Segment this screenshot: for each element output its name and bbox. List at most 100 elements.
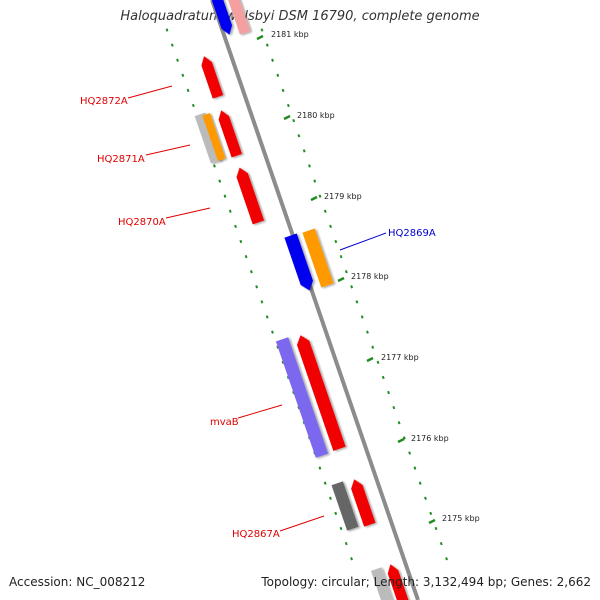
- genome-summary-text: Topology: circular; Length: 3,132,494 bp…: [261, 575, 591, 589]
- gene-orange[interactable]: [302, 228, 334, 288]
- gene-label-hq2872a[interactable]: HQ2872A: [80, 96, 128, 107]
- gene-hq2869a[interactable]: [284, 233, 315, 292]
- leader-line-hq2869a: [339, 232, 387, 251]
- tick-label-2180: 2180 kbp: [297, 111, 335, 120]
- ruler-major-tick: [283, 114, 291, 121]
- ruler-dash: [350, 557, 353, 561]
- ruler-dash: [344, 541, 348, 546]
- genome-title: Haloquadratum walsbyi DSM 16790, complet…: [120, 9, 480, 24]
- ruler-dash: [334, 511, 338, 516]
- ruler-dash: [181, 73, 185, 77]
- gene-hq2872a[interactable]: [199, 54, 224, 99]
- ruler-dash: [218, 179, 222, 183]
- ruler-dash: [292, 118, 296, 123]
- ruler-major-tick: [428, 518, 436, 525]
- gene-pink-top[interactable]: [225, 0, 251, 35]
- ruler-dash: [271, 330, 274, 334]
- ruler-dash: [376, 360, 380, 364]
- gene-label-hq2870a[interactable]: HQ2870A: [118, 217, 166, 228]
- ruler-dash: [418, 481, 422, 485]
- ruler-dash: [223, 194, 227, 198]
- gene-label-hq2871a[interactable]: HQ2871A: [97, 154, 145, 165]
- ruler-dash: [213, 164, 216, 168]
- leader-line-hq2871a: [145, 144, 191, 156]
- ruler-dash: [392, 406, 396, 410]
- ruler-dash: [286, 103, 290, 108]
- ruler-dash: [366, 330, 369, 334]
- leader-line-mvab: [237, 404, 283, 419]
- tick-label-2176: 2176 kbp: [411, 434, 449, 443]
- right-ruler: [256, 28, 448, 561]
- ruler-dash: [402, 436, 406, 440]
- ruler-dash: [191, 103, 195, 108]
- ruler-dash: [434, 526, 438, 531]
- gene-mvab[interactable]: [275, 337, 329, 458]
- ruler-dash: [265, 315, 269, 319]
- left-ruler: [165, 28, 353, 561]
- ruler-dash: [424, 496, 427, 500]
- ruler-dash: [323, 481, 327, 485]
- ruler-dash: [265, 43, 269, 47]
- tick-label-2181: 2181 kbp: [271, 30, 309, 39]
- ruler-dash: [381, 375, 385, 380]
- gene-features: [194, 0, 411, 600]
- ruler-dash: [355, 300, 359, 304]
- ruler-dash: [302, 149, 306, 153]
- genome-backbone: [210, 0, 420, 600]
- gene-orange-small[interactable]: [202, 113, 226, 161]
- ruler-dash: [371, 345, 375, 349]
- ruler-dash: [271, 58, 274, 62]
- ruler-dash: [339, 526, 343, 531]
- gene-labels: HQ2872A HQ2871A HQ2870A HQ2869A mvaB HQ2…: [80, 85, 436, 540]
- tick-label-2179: 2179 kbp: [324, 192, 362, 201]
- tick-label-2177: 2177 kbp: [381, 353, 419, 362]
- ruler-dash: [429, 511, 433, 516]
- ruler-dash: [360, 315, 364, 319]
- ruler-dash: [260, 28, 264, 32]
- gene-hq2871a[interactable]: [216, 109, 242, 158]
- ruler-dash: [387, 390, 390, 395]
- ruler-dash: [445, 557, 448, 561]
- ruler-major-tick: [397, 437, 405, 444]
- ruler-dash: [344, 270, 348, 274]
- ruler-major-tick: [337, 276, 345, 283]
- ruler-dash: [318, 194, 322, 198]
- ruler-dash: [228, 209, 232, 213]
- gene-label-hq2869a[interactable]: HQ2869A: [388, 228, 436, 239]
- ruler-dash: [239, 239, 243, 244]
- ruler-dash: [186, 88, 190, 93]
- ruler-dash: [276, 345, 280, 349]
- ruler-dash: [350, 285, 354, 289]
- ruler-dash: [165, 28, 169, 32]
- ruler-dash: [318, 466, 322, 470]
- leader-line-hq2872a: [127, 85, 173, 99]
- ruler-dash: [260, 300, 264, 304]
- ruler-dash: [313, 179, 317, 183]
- gene-hq2867a[interactable]: [349, 477, 376, 527]
- gene-red-large[interactable]: [294, 333, 346, 451]
- ruler-dash: [297, 134, 301, 138]
- accession-text: Accession: NC_008212: [9, 575, 146, 589]
- ruler-dash: [234, 224, 237, 229]
- leader-line-hq2867a: [279, 515, 325, 532]
- ruler-dash: [334, 239, 338, 244]
- gene-gray[interactable]: [331, 481, 359, 531]
- ruler-dash: [276, 73, 280, 77]
- gene-label-mvab[interactable]: mvaB: [210, 417, 239, 428]
- gene-blue-top[interactable]: [209, 0, 234, 37]
- ruler-dash: [176, 58, 179, 62]
- ruler-dash: [281, 88, 285, 93]
- ruler-dash: [323, 209, 327, 213]
- gene-label-hq2867a[interactable]: HQ2867A: [232, 529, 280, 540]
- gene-hq2870a[interactable]: [234, 166, 265, 225]
- tick-label-2178: 2178 kbp: [351, 272, 389, 281]
- ruler-dash: [413, 466, 417, 470]
- ruler-dash: [170, 43, 174, 47]
- ruler-dash: [281, 360, 285, 364]
- gene-red-bottom[interactable]: [385, 562, 411, 600]
- tick-label-2175: 2175 kbp: [442, 514, 480, 523]
- ruler-dash: [308, 164, 311, 168]
- ruler-dash: [339, 254, 343, 259]
